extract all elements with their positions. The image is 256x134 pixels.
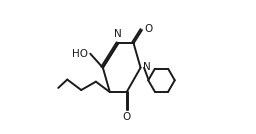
Text: N: N <box>143 62 151 72</box>
Text: O: O <box>122 112 131 122</box>
Text: HO: HO <box>72 49 88 59</box>
Text: N: N <box>114 29 122 39</box>
Text: O: O <box>144 24 152 34</box>
